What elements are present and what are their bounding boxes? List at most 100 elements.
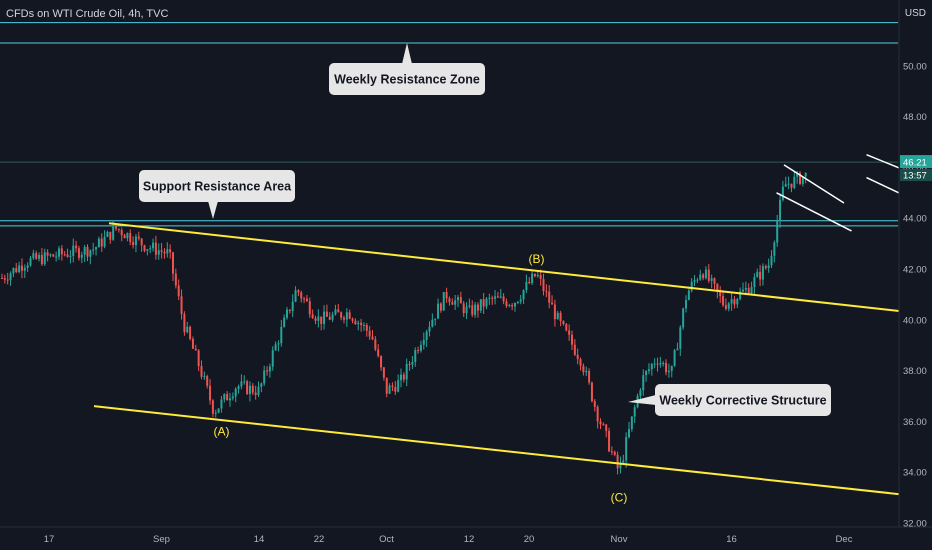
candle-body (146, 249, 149, 251)
candle-body (459, 297, 462, 304)
candle-body (531, 273, 534, 284)
candle-body (431, 319, 434, 327)
candle-body (736, 299, 739, 305)
candle-body (437, 303, 440, 319)
candle-body (243, 381, 246, 383)
candle-body (220, 399, 223, 409)
price-axis[interactable]: 50.00 48.00 46.00 44.00 42.00 40.00 38.00 36.00… (898, 0, 932, 550)
candle-body (186, 326, 189, 333)
candle-body (508, 305, 511, 307)
candle-body (559, 312, 562, 322)
candle-body (739, 291, 742, 300)
candle-body (140, 238, 143, 246)
candle-body (479, 299, 482, 311)
candle-body (248, 385, 251, 395)
callouts: Weekly Resistance Zone Support Resistance… (139, 43, 831, 416)
candle-body (622, 460, 625, 463)
candle-body (457, 297, 459, 301)
candle-body (226, 394, 229, 401)
candle-body (781, 186, 784, 200)
candle-body (707, 269, 710, 281)
candle-body (117, 228, 120, 230)
candle-body (488, 297, 491, 299)
x-tick-label: 16 (726, 534, 737, 545)
candle-body (619, 462, 622, 469)
candle-body (157, 250, 160, 255)
candle-body (690, 281, 693, 291)
candle-body (343, 317, 345, 320)
candle-body (722, 296, 725, 306)
candle-body (95, 247, 98, 250)
candle-body (311, 314, 314, 319)
candle-body (40, 255, 43, 265)
candle-body (665, 362, 668, 373)
y-tick-label: 36.00 (903, 417, 927, 428)
candle-body (753, 277, 756, 287)
horizontal-levels (0, 22, 898, 227)
candle-body (400, 374, 402, 381)
candle-body (46, 252, 49, 256)
candle-body (411, 361, 414, 365)
candle-body (796, 172, 799, 177)
candle-body (408, 363, 411, 365)
flag-2-lower-line (866, 176, 905, 197)
y-tick-label: 32.00 (903, 519, 927, 530)
candle-body (380, 356, 383, 368)
candle-body (183, 314, 186, 333)
candle-body (362, 324, 365, 326)
callout-support-resistance-area-box (139, 170, 295, 202)
candle-body (679, 327, 682, 349)
candle-body (599, 421, 602, 425)
candle-body (551, 302, 554, 305)
candle-body (804, 172, 807, 177)
candle-body (80, 254, 83, 258)
x-tick-label: 22 (314, 534, 325, 545)
candle-body (422, 339, 425, 345)
candle-body (115, 226, 117, 229)
candle-body (331, 314, 334, 320)
candle-body (200, 366, 203, 377)
candle-body (787, 183, 790, 185)
candle-body (12, 268, 15, 274)
candle-body (625, 437, 628, 461)
wave-label-c: (C) (611, 491, 628, 505)
candle-body (77, 248, 80, 258)
price-axis-background (899, 0, 932, 550)
candle-body (143, 245, 146, 251)
candle-body (340, 312, 343, 318)
last-price-badge (900, 155, 932, 169)
trendlines (93, 222, 932, 499)
candle-body (676, 348, 679, 351)
candle-body (15, 268, 18, 273)
last-price-value: 46.21 (903, 158, 927, 169)
candle-body (724, 305, 727, 309)
candle-body (246, 381, 249, 395)
candle-body (211, 400, 214, 414)
candle-body (750, 286, 753, 294)
candle-body (593, 401, 596, 407)
candle-body (317, 316, 320, 321)
candle-body (43, 252, 46, 265)
x-tick-label: 14 (254, 534, 265, 545)
candle-body (764, 266, 767, 269)
time-axis[interactable]: 17Sep1422Oct1220Nov16Dec1422 (0, 526, 932, 545)
candle-body (602, 424, 605, 426)
callout-weekly-corrective-structure-pointer (628, 395, 656, 405)
candle-body (154, 242, 157, 255)
candle-body (26, 265, 29, 268)
candle-body (548, 291, 551, 303)
candle-body (172, 252, 174, 274)
candle-body (439, 303, 442, 311)
candle-body (747, 287, 750, 294)
candle-body (126, 233, 129, 239)
candle-body (696, 279, 699, 281)
candle-body (585, 370, 588, 373)
currency-label[interactable]: USD (904, 8, 926, 19)
candle-body (702, 274, 705, 279)
candle-body (496, 296, 499, 298)
candle-body (608, 430, 611, 452)
candle-body (773, 242, 776, 256)
channel-lower-trendline (93, 405, 932, 499)
candle-body (60, 248, 63, 255)
